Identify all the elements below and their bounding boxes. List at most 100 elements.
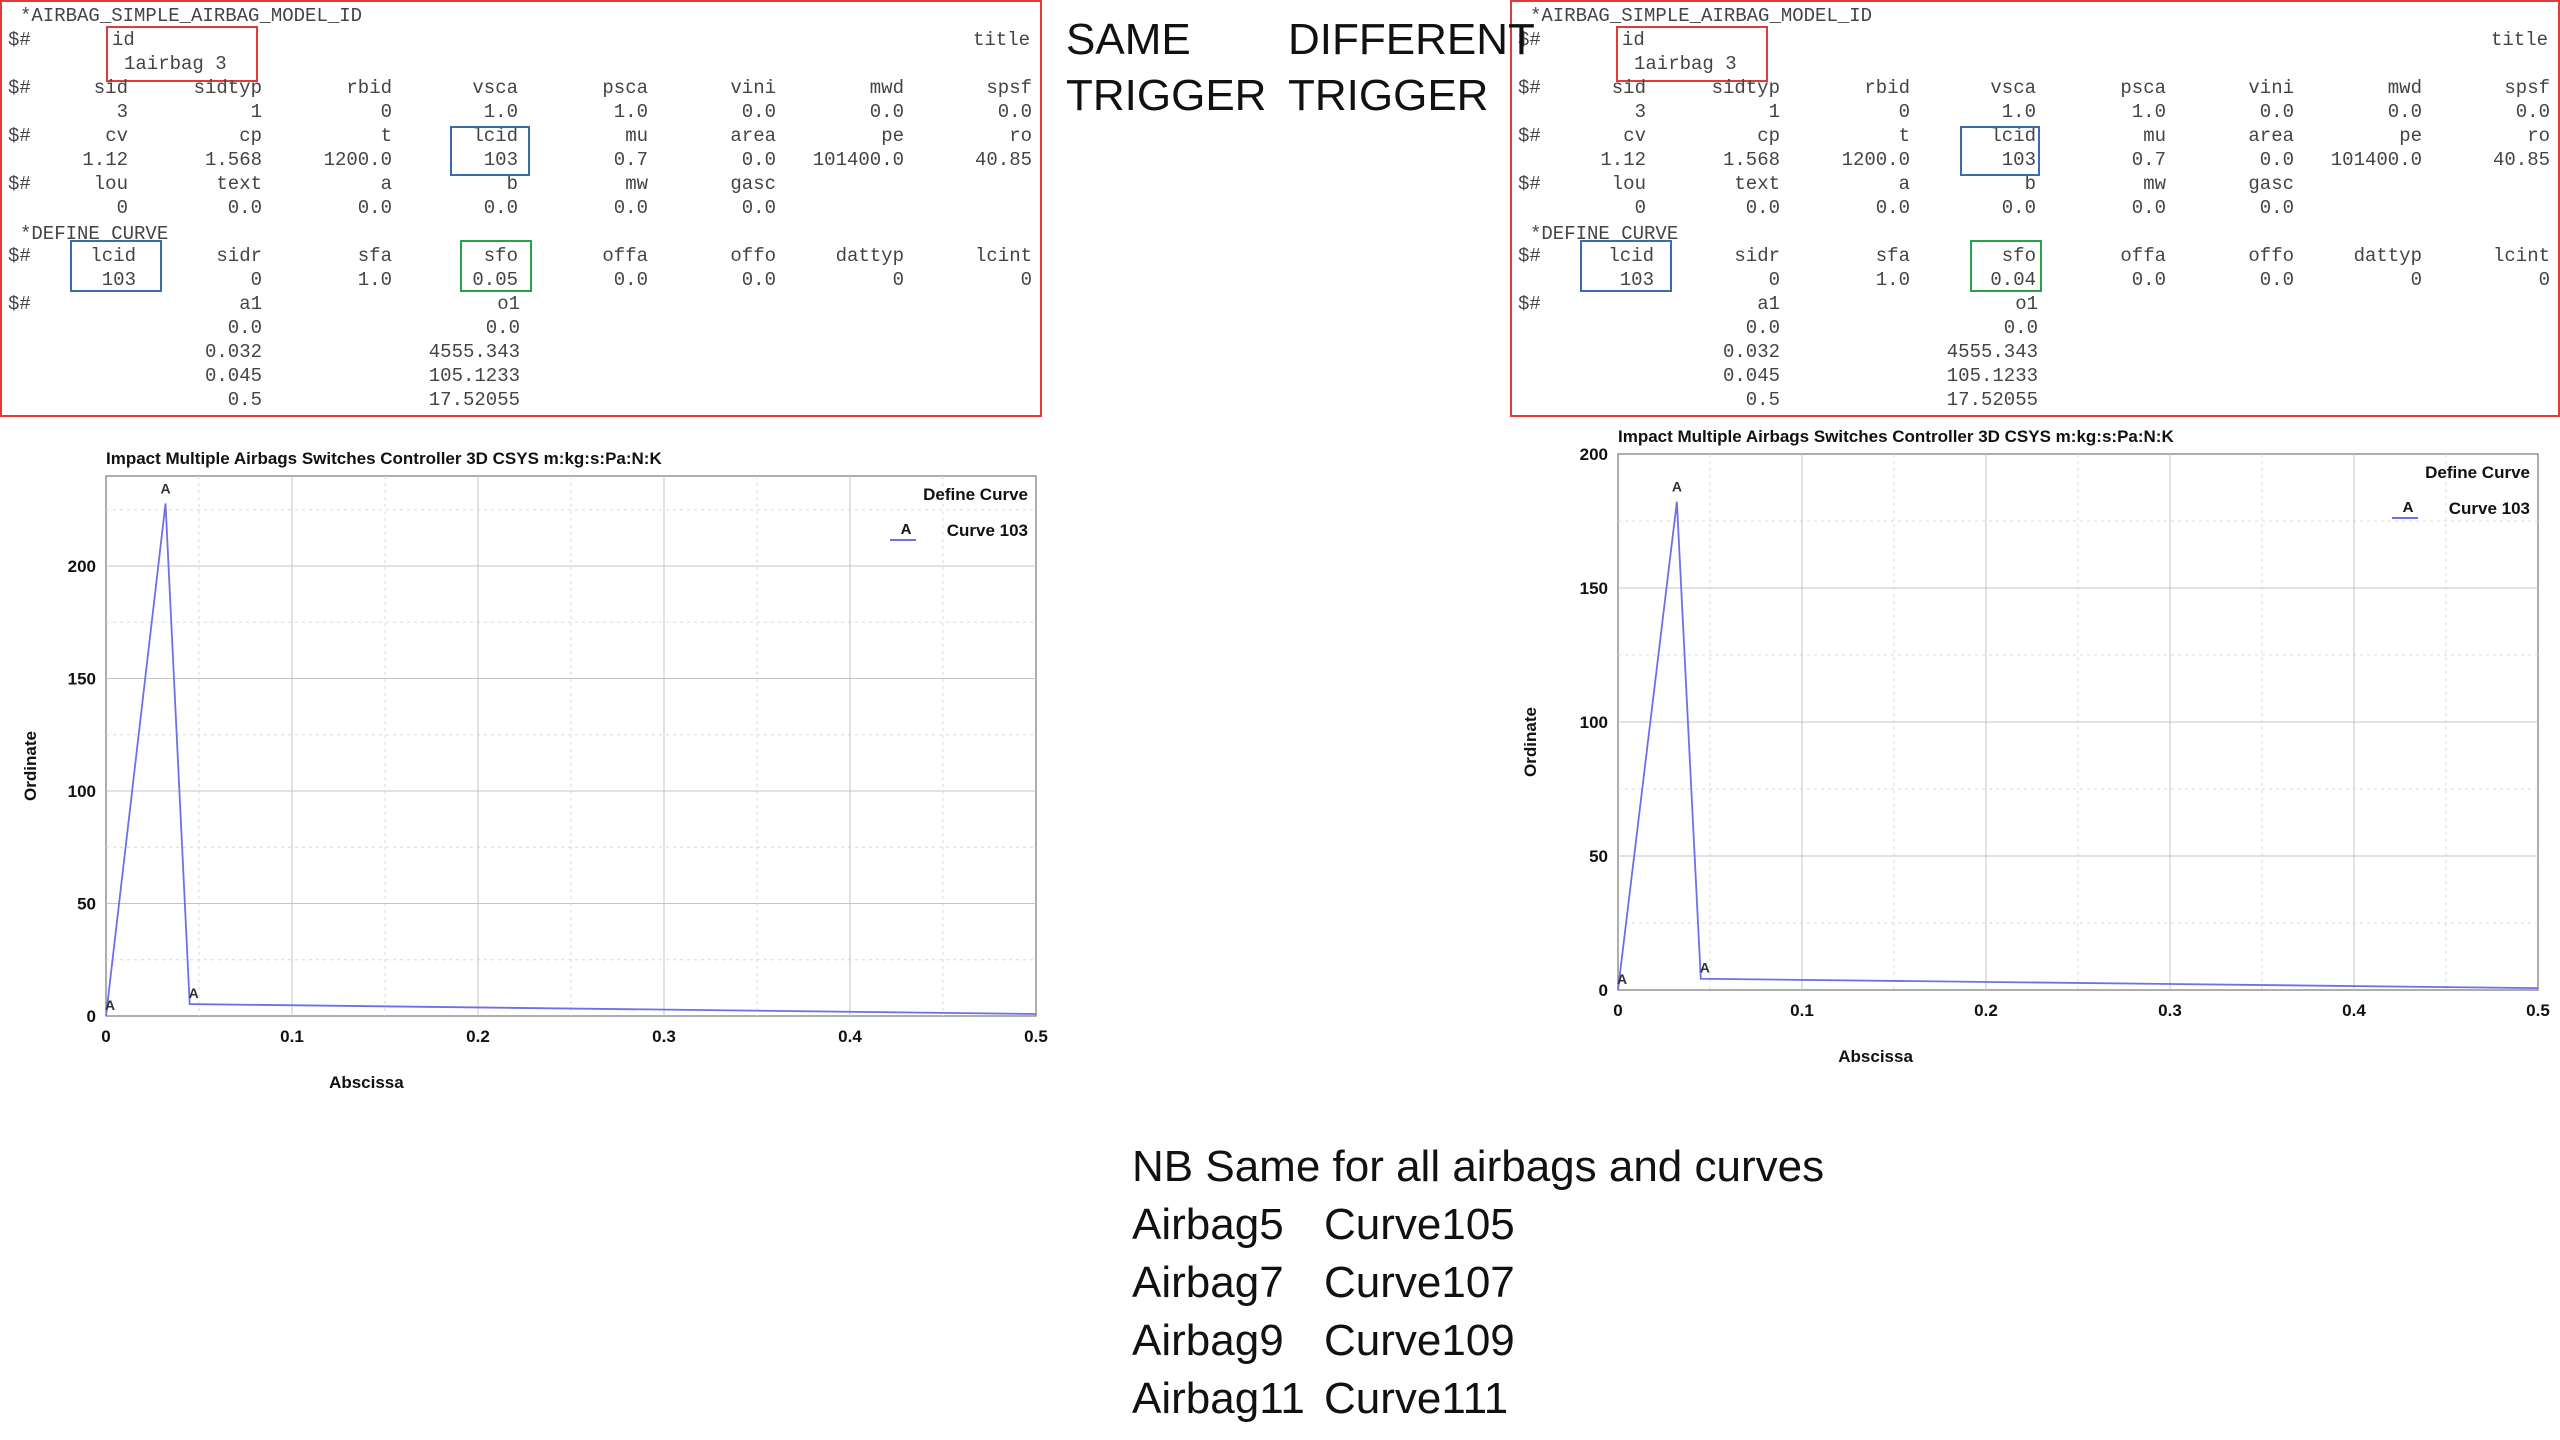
point-o1: 17.52055: [1946, 389, 2038, 411]
id-highlight: [1616, 26, 1768, 82]
field-value: 0.0: [2387, 101, 2422, 123]
field-value: 101400.0: [2330, 149, 2422, 171]
point-o1: 105.1233: [428, 365, 520, 387]
series-line: [1617, 501, 2539, 991]
field-value: 101400.0: [812, 149, 904, 171]
x-axis-label: Abscissa: [1838, 1047, 1913, 1066]
field-header: cp: [1757, 125, 1780, 147]
field-value: 0.0: [1875, 197, 1910, 219]
curve-name: Curve111: [1324, 1374, 1509, 1423]
sfo-highlight: [460, 240, 532, 292]
field-value: 3: [1634, 101, 1646, 123]
lcid-highlight: [1960, 126, 2040, 176]
field-value: 0: [116, 197, 128, 219]
point-header-o1: o1: [497, 293, 520, 315]
field-header: rbid: [346, 77, 392, 99]
field-header: mw: [2143, 173, 2166, 195]
id-value: 1airbag 3: [124, 53, 227, 75]
curve-field-header: sidr: [216, 245, 262, 267]
curve-field-value: 0.0: [613, 269, 648, 291]
notes-row: Airbag7 Curve107: [1132, 1254, 1824, 1312]
curve-field-header: lcid: [1608, 245, 1654, 267]
field-header: mu: [2143, 125, 2166, 147]
point-o1: 0.0: [2003, 317, 2038, 339]
field-header: ro: [2527, 125, 2550, 147]
field-header: lou: [93, 173, 128, 195]
field-header: area: [2248, 125, 2294, 147]
x-tick-label: 0.3: [652, 1027, 676, 1046]
field-header: b: [506, 173, 518, 195]
point-a1: 0.0: [1745, 317, 1780, 339]
curve-field-header: sfo: [2001, 245, 2036, 267]
field-header: sidtyp: [193, 77, 262, 99]
curve-lcid-highlight: [1580, 240, 1672, 292]
point-a1: 0.032: [204, 341, 262, 363]
field-header: vsca: [472, 77, 518, 99]
point-a1: 0.0: [227, 317, 262, 339]
curve-lcid-highlight: [70, 240, 162, 292]
y-tick-label: 0: [1599, 981, 1608, 1000]
curve-field-value: 0.05: [472, 269, 518, 291]
curve-field-value: 1.0: [1875, 269, 1910, 291]
field-value: 0.0: [483, 197, 518, 219]
x-tick-label: 0.2: [466, 1027, 490, 1046]
field-value: 1: [250, 101, 262, 123]
curve-header: *DEFINE_CURVE: [20, 223, 169, 245]
comment-prefix: $#: [8, 29, 31, 51]
y-tick-label: 50: [77, 895, 96, 914]
comment-prefix: $#: [1518, 77, 1541, 99]
series-marker: A: [1700, 960, 1710, 976]
field-value: 0.0: [357, 197, 392, 219]
point-header-a1: a1: [1757, 293, 1780, 315]
field-header: pe: [2399, 125, 2422, 147]
field-header: sidtyp: [1711, 77, 1780, 99]
curve-field-header: offa: [2120, 245, 2166, 267]
field-value: 3: [116, 101, 128, 123]
x-tick-label: 0.5: [2526, 1001, 2550, 1020]
legend-title: Define Curve: [2425, 463, 2530, 482]
field-header: psca: [2120, 77, 2166, 99]
point-header-o1: o1: [2015, 293, 2038, 315]
plot-area: [105, 475, 1037, 1017]
series-marker: A: [105, 997, 115, 1013]
chart-different-trigger: Impact Multiple Airbags Switches Control…: [1521, 427, 2550, 1066]
field-value: 1.0: [483, 101, 518, 123]
field-header: sid: [1611, 77, 1646, 99]
field-header: spsf: [2504, 77, 2550, 99]
curve-name: Curve107: [1324, 1258, 1515, 1307]
field-header: rbid: [1864, 77, 1910, 99]
field-header: sid: [93, 77, 128, 99]
field-header: mu: [625, 125, 648, 147]
field-value: 1.568: [204, 149, 262, 171]
curve-field-header: lcint: [2492, 245, 2550, 267]
field-value: 1200.0: [323, 149, 392, 171]
field-header: pe: [881, 125, 904, 147]
curve-field-value: 0.0: [2131, 269, 2166, 291]
y-tick-label: 200: [68, 557, 96, 576]
field-value: 0.0: [2001, 197, 2036, 219]
field-value: 1200.0: [1841, 149, 1910, 171]
field-header: cp: [239, 125, 262, 147]
legend-entry: Curve 103: [947, 521, 1028, 540]
x-tick-label: 0.4: [838, 1027, 862, 1046]
comment-prefix: $#: [8, 173, 31, 195]
y-tick-label: 150: [68, 670, 96, 689]
comment-prefix: $#: [1518, 245, 1541, 267]
y-tick-label: 200: [1580, 445, 1608, 464]
curve-name: Curve105: [1324, 1200, 1515, 1249]
different-trigger-label: DIFFERENT TRIGGER: [1288, 15, 1535, 120]
field-header: mwd: [2387, 77, 2422, 99]
x-axis-label: Abscissa: [329, 1073, 404, 1090]
id-highlight: [106, 26, 258, 82]
field-header: t: [380, 125, 392, 147]
curve-field-value: 0.0: [2259, 269, 2294, 291]
chart-same-trigger: Impact Multiple Airbags Switches Control…: [21, 449, 1048, 1090]
field-value: 0.0: [1745, 197, 1780, 219]
curve-field-header: lcid: [90, 245, 136, 267]
field-value: 1.0: [613, 101, 648, 123]
comment-prefix: $#: [1518, 293, 1541, 315]
keyword-header: *AIRBAG_SIMPLE_AIRBAG_MODEL_ID: [20, 5, 363, 27]
field-header: cv: [105, 125, 128, 147]
notes-row: Airbag9 Curve109: [1132, 1312, 1824, 1370]
field-header: t: [1898, 125, 1910, 147]
